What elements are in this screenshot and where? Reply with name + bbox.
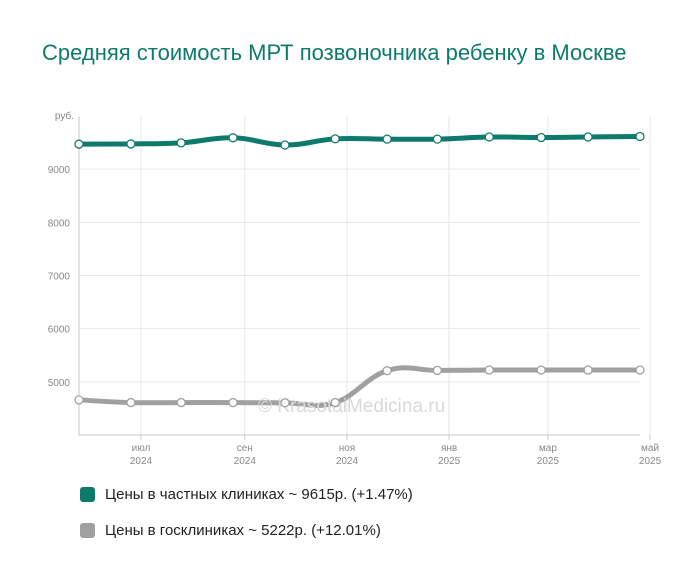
data-point-public: [484, 365, 494, 375]
legend-label-public: Цены в госклиниках ~ 5222р. (+12.01%): [105, 521, 381, 539]
y-axis-unit-label: руб.: [55, 110, 74, 122]
chart-title: Средняя стоимость МРТ позвоночника ребен…: [42, 40, 627, 65]
data-point-private: [432, 134, 443, 144]
data-point-public: [176, 397, 186, 408]
legend-item-private[interactable]: Цены в частных клиниках ~ 9615р. (+1.47%…: [80, 484, 413, 504]
data-point-private: [280, 140, 290, 150]
legend-label-private: Цены в частных клиниках ~ 9615р. (+1.47%…: [105, 485, 413, 503]
y-tick-labels: 5000 6000 7000 8000 9000 руб.: [48, 110, 74, 389]
x-tick-month: сен: [237, 443, 253, 454]
data-point-private: [635, 131, 645, 142]
x-tick-year: 2025: [537, 456, 560, 467]
data-point-public: [583, 365, 593, 375]
x-tick-month: мар: [539, 443, 557, 454]
x-tick-month: июл: [132, 443, 151, 454]
legend-item-public[interactable]: Цены в госклиниках ~ 5222р. (+12.01%): [80, 520, 413, 540]
data-point-public: [432, 365, 443, 376]
data-point-public: [280, 398, 290, 408]
series-line-private: [76, 133, 643, 148]
y-tick-label: 5000: [48, 378, 71, 389]
data-point-public: [330, 397, 340, 408]
y-tick-label: 8000: [48, 218, 71, 229]
data-point-public: [126, 397, 136, 408]
series-points: [74, 131, 645, 408]
x-tick-month: ноя: [339, 443, 356, 454]
y-tick-label: 6000: [48, 325, 71, 336]
x-tick-year: 2024: [130, 456, 153, 467]
data-point-public: [74, 395, 84, 405]
watermark-text: © KrasotaiMedicina.ru: [258, 396, 445, 417]
x-tick-month: янв: [441, 443, 457, 454]
data-point-private: [126, 139, 136, 149]
data-point-private: [484, 132, 494, 142]
axes: [78, 116, 651, 440]
series-lines: [76, 133, 643, 408]
y-tick-label: 7000: [48, 272, 71, 283]
data-point-private: [228, 133, 238, 143]
x-tick-year: 2025: [639, 456, 662, 467]
data-point-private: [583, 132, 593, 142]
data-point-private: [74, 139, 84, 149]
x-tick-year: 2024: [336, 456, 359, 467]
data-point-public: [635, 365, 645, 375]
y-tick-label: 9000: [48, 165, 71, 176]
x-tick-year: 2025: [438, 456, 461, 467]
data-point-private: [176, 138, 186, 148]
grid-lines: [79, 116, 651, 435]
legend: Цены в частных клиниках ~ 9615р. (+1.47%…: [80, 484, 413, 556]
x-tick-month: май: [641, 443, 659, 454]
legend-swatch-public: [80, 522, 95, 538]
data-point-private: [330, 134, 340, 144]
data-point-private: [382, 134, 392, 144]
legend-swatch-private: [80, 486, 95, 502]
data-point-public: [536, 365, 546, 375]
x-tick-labels: июл 2024 сен 2024 ноя 2024 янв 2025 мар 2025 май 20…: [130, 443, 662, 467]
x-tick-year: 2024: [234, 456, 257, 467]
data-point-private: [536, 132, 546, 143]
data-point-public: [382, 366, 392, 376]
data-point-public: [228, 397, 238, 408]
